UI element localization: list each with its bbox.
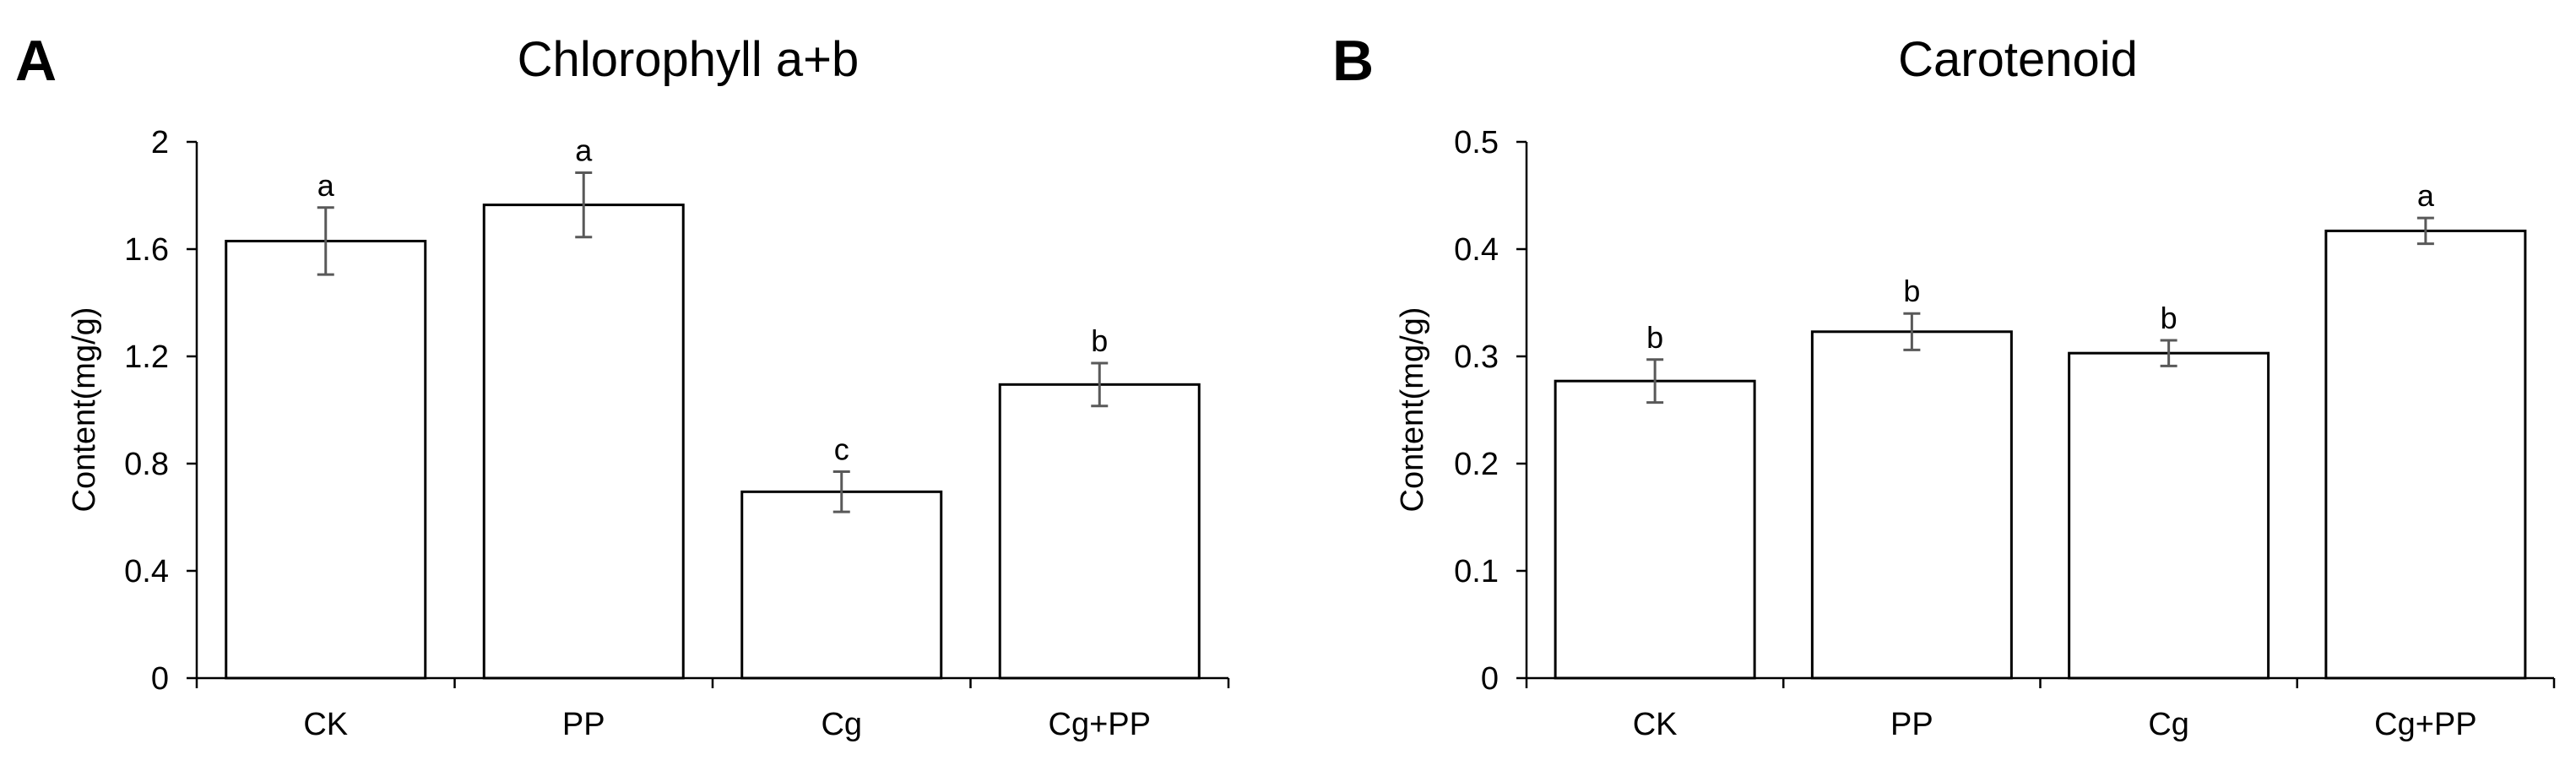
chart-title-b: Carotenoid <box>1898 32 2138 87</box>
chart-b-y-tick-label: 0 <box>1481 661 1499 697</box>
chart-a-y-tick-label: 1.6 <box>124 232 169 268</box>
chart-a-bar-pp <box>482 204 685 680</box>
chart-b-bar-ck <box>1554 379 1756 680</box>
chart-a-y-tick-label: 1.2 <box>124 339 169 375</box>
y-axis-label-a: Content(mg/g) <box>67 307 102 513</box>
chart-b-x-tick-label: Cg+PP <box>2374 707 2476 742</box>
chart-a-x-tick-label: CK <box>303 707 348 742</box>
chart-b-significance-label: a <box>2417 178 2435 213</box>
chart-a-y-tick-label: 0.8 <box>124 447 169 482</box>
chart-a-y-tick-label: 0.4 <box>124 554 169 589</box>
chart-b-x-tick-label: CK <box>1633 707 1678 742</box>
chart-b-bar-cg-pp <box>2324 229 2527 680</box>
chart-b-bar-pp <box>1810 330 2013 680</box>
chart-a-significance-label: c <box>834 432 849 467</box>
chart-a-y-tick-label: 0 <box>151 661 169 697</box>
y-axis-label-b: Content(mg/g) <box>1395 307 1430 513</box>
chart-a-bar-cg <box>740 490 943 680</box>
chart-a-y-tick-label: 2 <box>151 125 169 160</box>
chart-b-x-tick-label: Cg <box>2148 707 2189 742</box>
chart-b-bar-cg <box>2068 351 2270 680</box>
panel-letter-b: B <box>1332 29 1374 93</box>
chart-b-y-tick-label: 0.2 <box>1454 447 1499 482</box>
chart-a-significance-label: a <box>317 168 335 203</box>
chart-a-x-tick-label: Cg <box>821 707 862 742</box>
chart-b-y-tick-label: 0.3 <box>1454 339 1499 375</box>
chart-panel-b: B Carotenoid Content(mg/g) 0 0.1 0.2 0.3 0.4… <box>1332 29 2556 742</box>
chart-b-y-tick-label: 0.1 <box>1454 554 1499 589</box>
chart-b-significance-label: b <box>2161 301 2177 335</box>
chart-b-significance-label: b <box>1903 274 1920 308</box>
chart-b-significance-label: b <box>1646 320 1663 355</box>
chart-b-x-tick-label: PP <box>1890 707 1933 742</box>
chart-title-a: Chlorophyll a+b <box>518 32 860 87</box>
chart-a-x-tick-label: PP <box>562 707 605 742</box>
plot-area-b: 0 0.1 0.2 0.3 0.4 0.5 b CK b PP b Cg a Cg+PP <box>1454 125 2556 742</box>
plot-area-a: 0 0.4 0.8 1.2 1.6 2 a CK a PP c Cg b Cg+PP <box>124 125 1230 742</box>
chart-a-bar-ck <box>225 239 427 680</box>
chart-b-y-tick-label: 0.5 <box>1454 125 1499 160</box>
panel-letter-a: A <box>15 29 57 93</box>
chart-a-x-tick-label: Cg+PP <box>1049 707 1151 742</box>
chart-panel-a: A Chlorophyll a+b Content(mg/g) 0 0.4 0.8 1… <box>15 29 1230 742</box>
chart-a-significance-label: a <box>575 133 593 168</box>
chart-a-bar-cg-pp <box>998 383 1201 680</box>
chart-a-significance-label: b <box>1091 323 1108 358</box>
chart-b-y-tick-label: 0.4 <box>1454 232 1499 268</box>
